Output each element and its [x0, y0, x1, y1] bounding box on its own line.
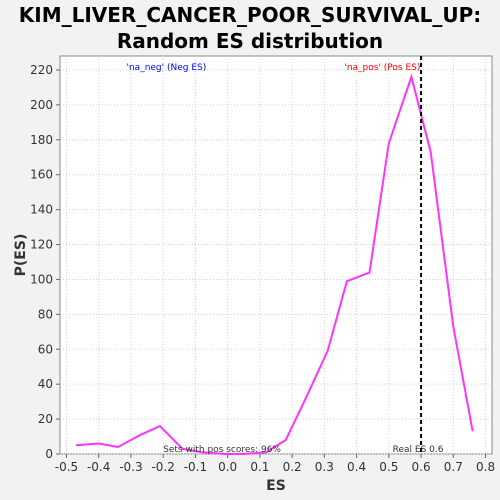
x-tick-label: -0.1 — [184, 460, 207, 474]
x-tick-label: -0.2 — [151, 460, 174, 474]
pos-es-label: 'na_pos' (Pos ES) — [344, 63, 420, 73]
x-tick-label: -0.4 — [87, 460, 110, 474]
y-tick-label: 40 — [38, 377, 53, 391]
y-tick-label: 220 — [30, 63, 53, 77]
y-tick-label: 120 — [30, 238, 53, 252]
chart-title-line-2: Random ES distribution — [116, 29, 384, 53]
y-tick-label: 80 — [38, 307, 53, 321]
x-tick-label: -0.3 — [119, 460, 142, 474]
y-tick-label: 0 — [45, 447, 53, 461]
x-tick-label: 0.4 — [347, 460, 366, 474]
y-tick-label: 20 — [38, 412, 53, 426]
x-tick-label: 0.7 — [444, 460, 463, 474]
x-axis-title: ES — [266, 478, 286, 494]
x-tick-label: 0.6 — [412, 460, 431, 474]
y-axis-title: P(ES) — [13, 234, 29, 277]
y-tick-label: 160 — [30, 168, 53, 182]
x-tick-label: 0.8 — [476, 460, 495, 474]
x-tick-label: 0.3 — [315, 460, 334, 474]
x-tick-label: -0.5 — [55, 460, 78, 474]
chart-title-line-1: KIM_LIVER_CANCER_POOR_SURVIVAL_UP: — [18, 3, 482, 27]
x-tick-label: 0.5 — [379, 460, 398, 474]
y-tick-label: 180 — [30, 133, 53, 147]
x-tick-label: 0.2 — [283, 460, 302, 474]
real-es-label: Real ES 0.6 — [393, 445, 444, 455]
x-tick-label: 0.0 — [218, 460, 237, 474]
chart-title: KIM_LIVER_CANCER_POOR_SURVIVAL_UP: Rando… — [0, 2, 500, 54]
plot-area — [59, 55, 493, 455]
axis-ticks — [56, 69, 487, 458]
y-tick-label: 200 — [30, 98, 53, 112]
neg-es-label: 'na_neg' (Neg ES) — [127, 63, 207, 73]
pos-scores-label: Sets with pos scores: 96% — [163, 445, 281, 455]
y-tick-label: 60 — [38, 342, 53, 356]
y-tick-label: 140 — [30, 203, 53, 217]
y-tick-label: 100 — [30, 272, 53, 286]
x-tick-label: 0.1 — [250, 460, 269, 474]
tick-labels: -0.5 -0.4 -0.3 -0.2 -0.1 0.0 0.1 0.2 0.3 0.4 0.5 0.… — [30, 63, 495, 474]
series-line — [76, 73, 474, 455]
